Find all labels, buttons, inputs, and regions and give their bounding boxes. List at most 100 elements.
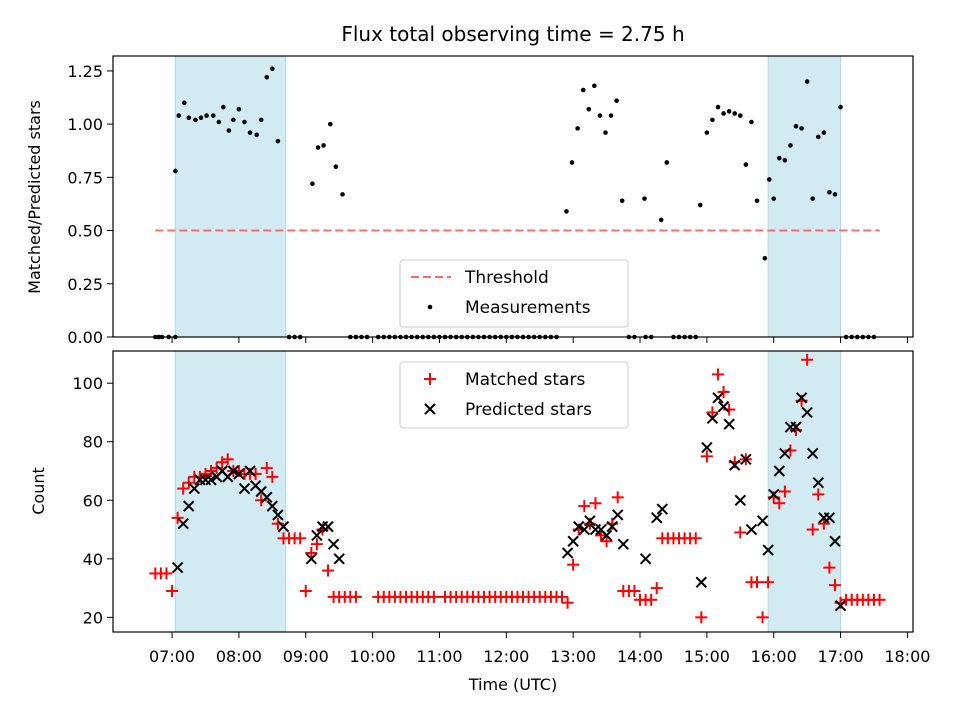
measurement-point [749,119,754,125]
matched-star-marker [294,532,307,545]
shaded-interval [767,55,842,338]
measurement-point [247,130,253,135]
measurement-point [198,115,204,121]
x-tick-label: 07:00 [149,647,195,666]
y-tick-label: 0.25 [67,275,103,294]
predicted-star-marker [171,561,184,574]
measurement-point [173,168,178,174]
predicted-star-marker [584,515,596,527]
matched-star-marker [266,470,279,483]
top-y-axis-label: Matched/Predicted stars [25,100,44,294]
predicted-star-marker [723,418,735,430]
measurement-point [603,130,608,135]
matched-star-marker [589,497,602,510]
predicted-star-marker [567,535,579,547]
x-axis-label: Time (UTC) [468,675,557,694]
predicted-star-marker [729,459,741,471]
bottom-y-axis-label: Count [29,467,48,515]
predicted-star-marker [561,547,574,559]
measurement-point [210,113,216,118]
predicted-star-marker [578,523,591,536]
predicted-star-marker [261,491,273,504]
measurement-point [821,130,827,135]
matched-star-marker [829,579,842,592]
measurement-point [333,164,339,169]
measurement-point [832,192,838,197]
matched-star-marker [812,488,825,501]
predicted-star-marker [695,576,708,588]
measurement-point [614,98,619,104]
measurement-point [182,100,187,106]
measurement-point [799,126,804,131]
predicted-star-marker [233,468,245,480]
matched-star-marker [305,546,318,559]
measurement-point [766,177,772,182]
measurement-point [715,104,721,110]
predicted-star-marker [790,421,802,433]
y-tick-label: 0.75 [67,168,103,187]
x-tick-label: 18:00 [884,647,930,666]
x-tick-label: 12:00 [483,647,529,666]
measurement-point [793,123,799,129]
matched-star-marker [756,611,769,624]
measurement-point [569,160,575,165]
predicted-star-marker [311,529,323,542]
matched-star-marker [349,590,362,603]
measurement-point [221,104,226,110]
measurement-point [275,138,281,144]
predicted-star-marker [656,503,669,515]
x-tick-label: 17:00 [818,647,864,666]
matched-star-marker [689,532,702,545]
predicted-legend-label: Predicted stars [465,400,592,420]
measurement-point [608,113,614,118]
matched-star-marker [221,453,234,466]
matched-star-marker [695,611,708,624]
matched-star-marker [556,590,569,603]
measurement-point [176,113,182,118]
measurement-point [592,83,597,89]
matched-star-marker [171,511,184,524]
predicted-star-marker [573,520,585,533]
matched-star-marker [177,482,190,495]
measurement-point [762,255,768,261]
y-tick-label: 60 [83,491,103,510]
measurement-point [804,79,810,84]
predicted-star-marker [779,447,791,460]
matched-star-marker [199,467,212,480]
measurement-point [564,209,569,214]
predicted-star-marker [823,512,836,524]
measurement-point [340,192,345,197]
predicted-star-marker [651,512,663,524]
measurement-point [270,66,275,72]
matched-star-marker [773,497,786,510]
predicted-star-marker [606,520,618,533]
matched-star-marker [260,462,273,475]
measurements-legend-marker [427,304,433,310]
predicted-star-marker [266,500,279,512]
y-tick-label: 20 [83,608,103,627]
x-tick-label: 09:00 [283,647,329,666]
matched-star-marker [595,529,608,542]
y-tick-label: 1.25 [67,62,103,81]
predicted-star-marker [188,482,201,495]
matched-star-marker [567,558,580,571]
matched-star-marker [166,585,179,598]
shaded-interval [174,55,287,338]
measurement-point [226,128,232,133]
measurement-point [815,134,821,140]
matched-star-marker [817,517,830,530]
matched-star-marker [427,590,440,603]
threshold-legend-label: Threshold [464,268,549,288]
predicted-star-marker [795,392,808,404]
x-tick-label: 15:00 [684,647,730,666]
measurement-point [242,119,247,125]
measurement-point [580,87,586,93]
measurement-point [321,143,326,148]
measurement-point [254,132,260,138]
matched-star-marker [712,368,725,381]
measurement-point [704,130,710,135]
measurement-point [838,104,843,110]
matched-star-marker [801,353,814,366]
y-tick-label: 100 [72,374,103,393]
predicted-star-marker [589,523,602,536]
